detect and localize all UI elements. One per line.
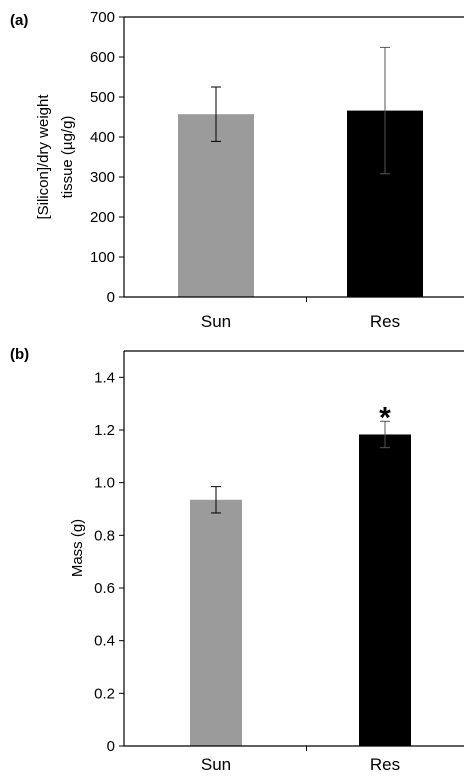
y-axis-title: tissue (µg/g) [59,116,76,199]
bar-sun [190,499,242,746]
y-tick-label: 0.8 [94,527,115,544]
panel-label: (a) [10,12,28,29]
x-tick-label-sun: Sun [201,755,231,774]
y-axis-title: [Silicon]/dry weight [35,94,52,220]
y-tick-label: 1.0 [94,475,115,492]
y-tick-label: 1.4 [94,369,115,386]
y-tick-label: 0.2 [94,685,115,702]
y-tick-label: 300 [90,169,115,186]
panel-label: (b) [10,346,29,363]
y-tick-label: 0.6 [94,580,115,597]
x-tick-label-sun: Sun [201,312,231,331]
x-tick-label-res: Res [370,312,400,331]
bar-res [359,434,411,746]
y-tick-label: 400 [90,129,115,146]
y-axis-title: Mass (g) [69,519,86,577]
y-tick-label: 600 [90,49,115,66]
y-tick-label: 100 [90,249,115,266]
chart-panel-2: (b) Sun * Res 0 0.2 0.4 0.6 0.8 1.0 1.2 1.4 Mass (g) [10,346,464,774]
chart-panel-1: (a) Sun Res 0 100 200 300 400 500 600 700 [Silicon]… [10,9,464,331]
y-tick-label: 0 [107,289,115,306]
bar-sun [178,114,254,297]
y-tick-label: 0 [107,738,115,755]
y-tick-label: 500 [90,89,115,106]
y-tick-label: 1.2 [94,422,115,439]
y-tick-label: 700 [90,9,115,26]
y-tick-label: 0.4 [94,633,115,650]
x-tick-label-res: Res [370,755,400,774]
significance-mark: * [379,401,391,434]
y-tick-label: 200 [90,209,115,226]
